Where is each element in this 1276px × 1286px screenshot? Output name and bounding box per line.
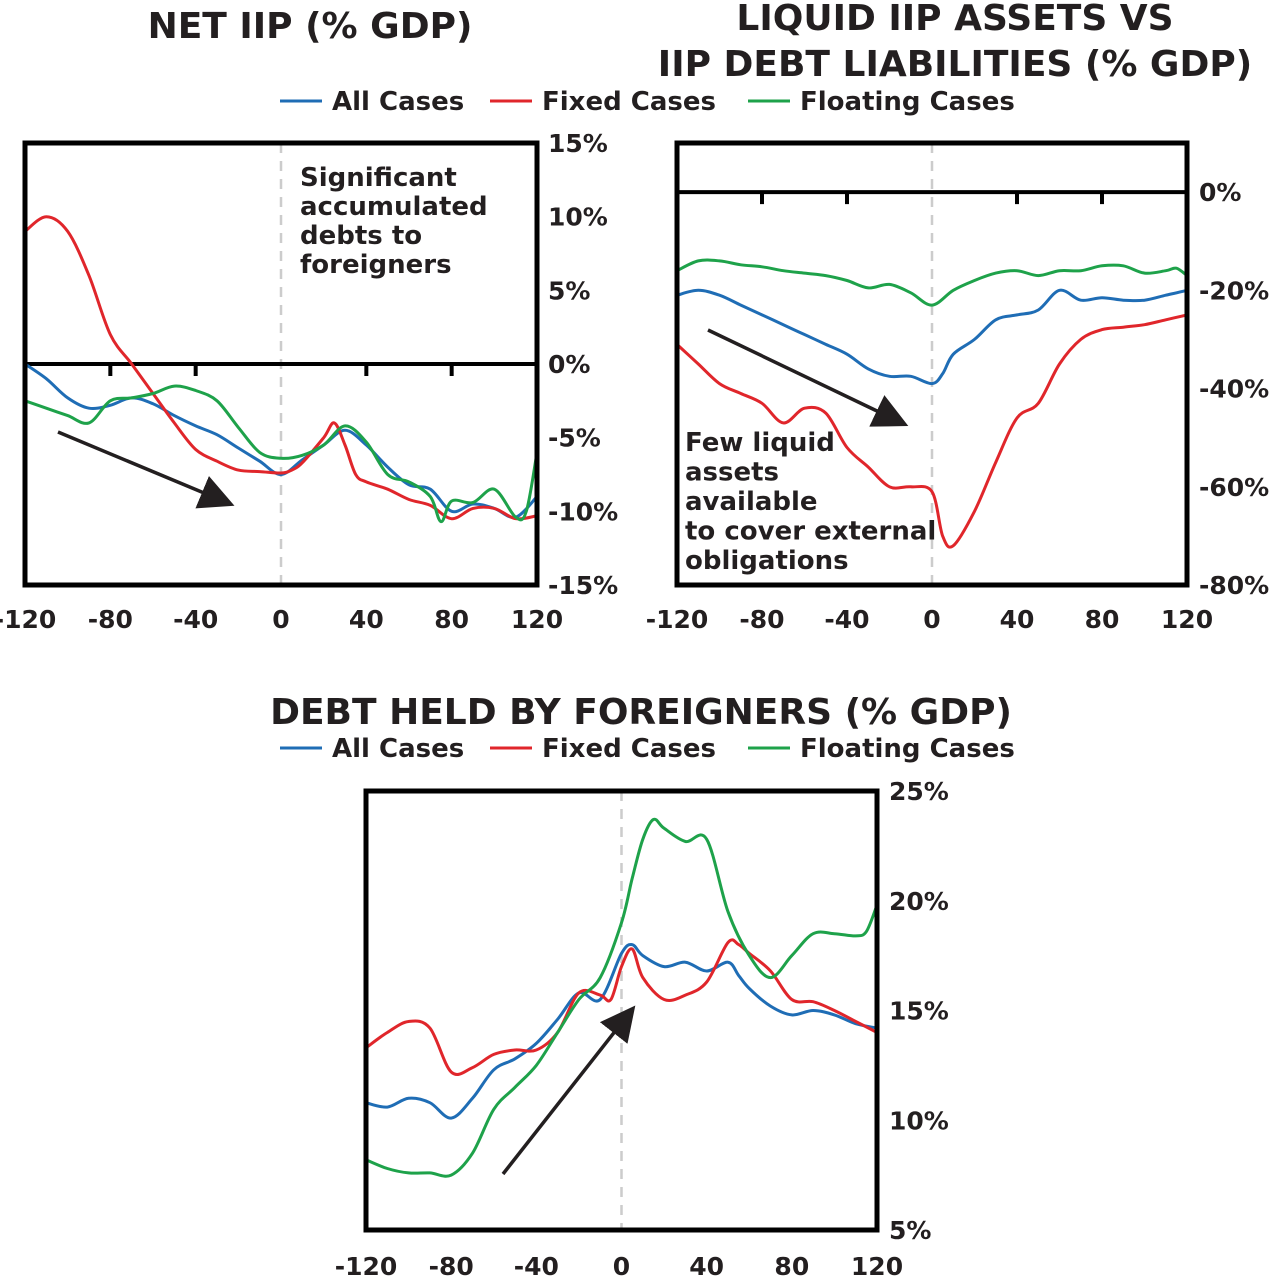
y-tick-label: -40% <box>1199 375 1269 404</box>
x-tick-label: -40 <box>514 1252 559 1281</box>
x-tick-label: 120 <box>511 605 563 634</box>
trend-arrow <box>707 328 909 427</box>
y-tick-label: 20% <box>889 887 949 916</box>
annotation-text: obligations <box>685 546 849 576</box>
y-tick-label: -80% <box>1199 571 1269 600</box>
chart-title: DEBT HELD BY FOREIGNERS (% GDP) <box>270 692 1012 733</box>
annotation-text: to cover external <box>685 517 936 547</box>
series-line-fixed-cases <box>25 215 537 521</box>
x-tick-label: 40 <box>1000 605 1035 634</box>
x-tick-label: 80 <box>434 605 469 634</box>
annotation-text: available <box>685 487 818 517</box>
y-tick-label: 5% <box>548 276 590 305</box>
y-tick-label: 15% <box>548 129 608 158</box>
x-tick-label: 80 <box>774 1252 809 1281</box>
x-tick-label: 0 <box>923 605 940 634</box>
x-tick-label: 0 <box>272 605 289 634</box>
y-tick-label: -20% <box>1199 276 1269 305</box>
series-line-floating-cases <box>677 258 1187 307</box>
legend-entry: Floating Cases <box>800 87 1015 117</box>
y-tick-label: -15% <box>548 571 618 600</box>
annotation-text: debts to <box>300 221 422 251</box>
annotation-text: Few liquid <box>685 428 835 458</box>
x-tick-label: 120 <box>851 1252 903 1281</box>
y-tick-label: -5% <box>548 424 601 453</box>
y-tick-label: 10% <box>889 1106 949 1135</box>
annotation-text: assets <box>685 458 779 488</box>
series-line-floating-cases <box>366 817 877 1178</box>
x-tick-label: -120 <box>335 1252 398 1281</box>
trend-arrow <box>57 430 235 509</box>
x-tick-label: 40 <box>689 1252 724 1281</box>
legend-entry: Floating Cases <box>800 734 1015 764</box>
chart-title: NET IIP (% GDP) <box>148 6 473 47</box>
plot-frame <box>22 140 540 588</box>
legend: All Cases Fixed Cases Floating Cases <box>280 734 1015 764</box>
series-line-all-cases <box>366 943 877 1120</box>
chart-1: NET IIP (% GDP) All Cases Fixed Cases Float… <box>0 6 1015 634</box>
x-tick-label: 0 <box>613 1252 630 1281</box>
legend-entry: Fixed Cases <box>542 87 716 117</box>
chart-2: LIQUID IIP ASSETS VS IIP DEBT LIABILITIES… <box>646 0 1270 634</box>
series-line-all-cases <box>677 288 1187 386</box>
annotation-text: accumulated <box>300 192 488 222</box>
y-tick-label: 25% <box>889 777 949 806</box>
x-tick-label: 120 <box>1161 605 1213 634</box>
chart-title: IIP DEBT LIABILITIES (% GDP) <box>658 44 1252 85</box>
legend-entry: All Cases <box>332 734 464 764</box>
y-tick-label: 15% <box>889 997 949 1026</box>
x-tick-label: 40 <box>349 605 384 634</box>
x-tick-label: -120 <box>646 605 709 634</box>
legend: All Cases Fixed Cases Floating Cases <box>280 87 1015 117</box>
series-line-fixed-cases <box>677 313 1187 549</box>
legend-entry: Fixed Cases <box>542 734 716 764</box>
y-tick-label: 0% <box>1199 178 1241 207</box>
x-tick-label: -40 <box>824 605 869 634</box>
y-tick-label: 5% <box>889 1216 931 1245</box>
x-tick-label: -80 <box>88 605 133 634</box>
y-tick-label: -10% <box>548 497 618 526</box>
y-tick-label: 10% <box>548 203 608 232</box>
series-line-floating-cases <box>25 384 537 524</box>
x-tick-label: -120 <box>0 605 56 634</box>
y-tick-label: -60% <box>1199 473 1269 502</box>
series-line-fixed-cases <box>366 938 877 1076</box>
x-tick-label: -80 <box>739 605 784 634</box>
plot-frame <box>674 140 1190 588</box>
trend-arrow <box>501 1005 636 1176</box>
annotation-text: foreigners <box>300 250 452 280</box>
chart-title: LIQUID IIP ASSETS VS <box>736 0 1173 39</box>
x-tick-label: -40 <box>173 605 218 634</box>
annotation-text: Significant <box>300 163 457 193</box>
plot-frame <box>363 788 880 1233</box>
x-tick-label: -80 <box>429 1252 474 1281</box>
chart-3: DEBT HELD BY FOREIGNERS (% GDP)All Cases… <box>270 692 1015 1281</box>
y-tick-label: 0% <box>548 350 590 379</box>
x-tick-label: 80 <box>1085 605 1120 634</box>
legend-entry: All Cases <box>332 87 464 117</box>
